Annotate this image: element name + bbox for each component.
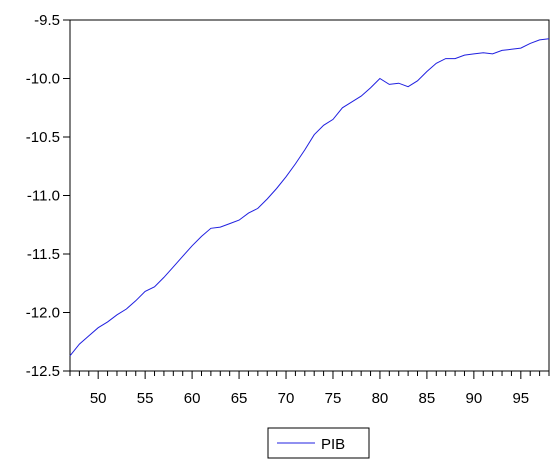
legend: PIB — [267, 427, 370, 459]
x-tick-label: 95 — [512, 390, 529, 407]
y-tick-label: -11.5 — [27, 246, 60, 263]
plot-area — [69, 19, 550, 372]
x-tick-label: 60 — [184, 390, 201, 407]
x-tick-label: 75 — [325, 390, 342, 407]
y-tick-label: -12.5 — [26, 363, 60, 380]
x-axis: 50 55 60 65 70 75 80 85 90 95 — [69, 371, 550, 407]
y-tick-label: -12.0 — [26, 305, 60, 322]
x-tick-label: 50 — [90, 390, 107, 407]
x-tick-label: 90 — [466, 390, 483, 407]
y-tick-label: -10.5 — [26, 129, 60, 146]
x-tick-label: 65 — [231, 390, 248, 407]
x-tick-label: 55 — [137, 390, 154, 407]
y-tick-label: -9.5 — [34, 12, 60, 29]
y-tick-label: -10.0 — [26, 71, 60, 88]
legend-label-pib: PIB — [321, 436, 345, 453]
x-tick-label: 80 — [372, 390, 389, 407]
series-line-pib — [69, 38, 550, 357]
y-axis: -12.5 -12.0 -11.5 -11.0 -10.5 -10.0 -9.5 — [26, 12, 70, 380]
y-tick-label: -11.0 — [27, 188, 60, 205]
x-tick-label: 85 — [419, 390, 436, 407]
series-layer — [69, 38, 550, 357]
x-tick-label: 70 — [278, 390, 295, 407]
